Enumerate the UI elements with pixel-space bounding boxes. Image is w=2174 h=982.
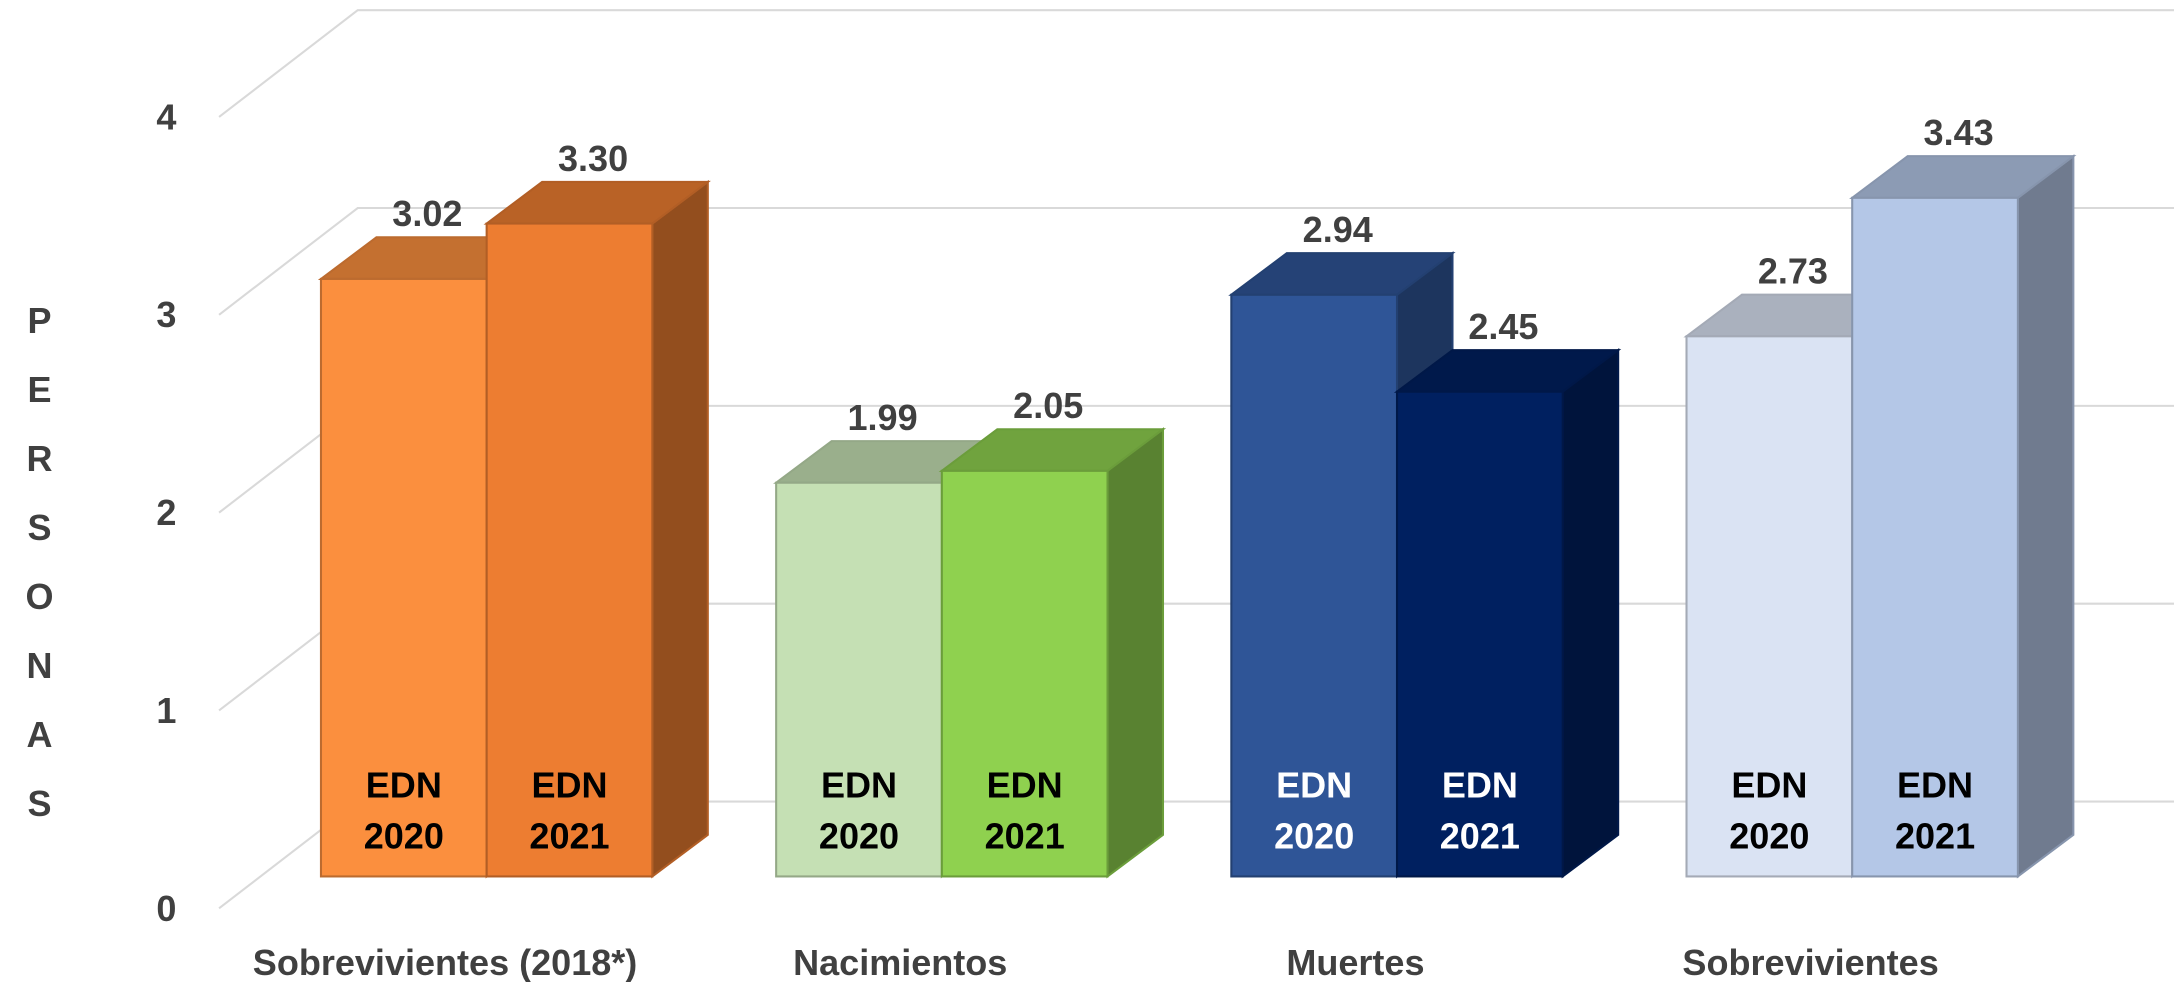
bar-side: [1561, 348, 1620, 879]
bar: [938, 427, 1167, 879]
bar-series-label: EDN 2020: [1274, 764, 1354, 856]
label-line: EDN: [1731, 764, 1807, 805]
label-line: 2020: [364, 816, 444, 857]
bar-side: [1106, 427, 1165, 879]
bar-front: [1851, 196, 2019, 878]
data-label: 1.99: [847, 397, 917, 438]
bar-series-label: EDN 2020: [1729, 764, 1809, 856]
label-line: 2020: [1729, 816, 1809, 857]
data-label: 3.02: [392, 193, 462, 234]
bar-side: [651, 179, 709, 879]
bar-series-label: EDN 2021: [1895, 764, 1975, 856]
y-tick-label: 2: [156, 492, 176, 533]
label-line: EDN: [1897, 764, 1973, 805]
bar-series-label: EDN 2021: [985, 764, 1065, 856]
bar-front: [319, 277, 488, 878]
bar: [1393, 348, 1622, 879]
label-line: EDN: [1442, 764, 1518, 805]
bar: [1849, 154, 2077, 879]
grid-line: [218, 9, 2174, 118]
label-line: 2021: [1440, 816, 1520, 857]
label-line: 2021: [1895, 816, 1975, 857]
label-line: EDN: [821, 764, 897, 805]
grid-line: [218, 206, 2174, 316]
y-tick-label: 4: [156, 96, 176, 137]
label-line: 2020: [819, 816, 899, 857]
label-line: 2020: [1274, 816, 1354, 857]
label-line: EDN: [531, 764, 607, 805]
y-tick-label: 3: [156, 294, 176, 335]
label-line: 2021: [985, 816, 1065, 857]
bar: [483, 179, 711, 879]
y-axis-label: PERSONAS: [19, 300, 60, 852]
label-line: EDN: [1276, 764, 1352, 805]
data-label: 3.30: [558, 138, 628, 179]
x-tick-label: Muertes: [1286, 942, 1424, 982]
bar-front: [1230, 293, 1399, 878]
bar-front: [775, 481, 943, 878]
x-tick-label: Sobrevivientes (2018*): [253, 942, 638, 982]
label-line: EDN: [987, 764, 1063, 805]
x-tick-label: Nacimientos: [793, 942, 1007, 982]
bar-front: [1395, 390, 1564, 878]
bar-series-label: EDN 2021: [529, 764, 609, 856]
y-tick-label: 1: [156, 690, 176, 731]
x-tick-label: Sobrevivientes: [1682, 942, 1938, 982]
data-label: 2.73: [1758, 251, 1828, 292]
label-line: EDN: [366, 764, 442, 805]
label-line: 2021: [529, 816, 609, 857]
data-label: 2.05: [1013, 385, 1083, 426]
data-label: 2.45: [1468, 306, 1538, 347]
data-label: 2.94: [1303, 209, 1373, 250]
bar-series-label: EDN 2021: [1440, 764, 1520, 856]
bar-front: [485, 222, 654, 878]
bar-front: [940, 469, 1109, 878]
bar-series-label: EDN 2020: [364, 764, 444, 856]
data-label: 3.43: [1924, 112, 1994, 153]
bar-series-label: EDN 2020: [819, 764, 899, 856]
y-tick-label: 0: [156, 888, 176, 929]
bar-side: [2016, 154, 2075, 879]
bar-front: [1685, 335, 1854, 878]
